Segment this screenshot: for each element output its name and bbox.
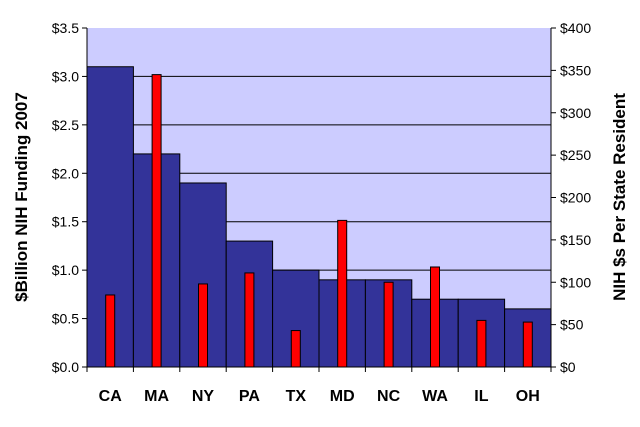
per-resident-bar-md	[337, 219, 348, 368]
per-resident-bar-nc	[383, 281, 394, 368]
right-tick-label: $100	[560, 274, 591, 290]
category-label-tx: TX	[286, 388, 307, 405]
right-tick-label: $50	[560, 317, 584, 333]
category-label-ny: NY	[192, 388, 215, 405]
per-resident-bar-pa	[244, 272, 255, 368]
right-axis-title: NIH $s Per State Resident	[610, 93, 629, 301]
category-labels: CA MA NY PA TX MD NC WA IL OH	[86, 367, 552, 405]
right-tick-label: $350	[560, 62, 591, 78]
right-tick-label: $200	[560, 190, 591, 206]
category-label-il: IL	[474, 388, 488, 405]
left-tick-label: $1.0	[52, 262, 79, 278]
category-label-pa: PA	[239, 388, 260, 405]
per-resident-bar-ny	[198, 283, 208, 368]
per-resident-bar-tx	[290, 330, 301, 368]
left-tick-label: $3.5	[52, 20, 79, 36]
left-tick-label: $2.0	[52, 165, 79, 181]
per-resident-bar-ma	[151, 74, 162, 368]
left-tick-label: $1.5	[52, 214, 79, 230]
category-label-wa: WA	[422, 388, 448, 405]
left-tick-label: $0.0	[52, 359, 79, 375]
category-label-md: MD	[330, 388, 355, 405]
left-axis-ticks: $0.0 $0.5 $1.0 $1.5 $2.0 $2.5 $3.0 $3.5	[52, 20, 87, 375]
right-tick-label: $400	[560, 20, 591, 36]
right-tick-label: $300	[560, 105, 591, 121]
per-resident-bar-wa	[430, 266, 440, 368]
per-resident-bar-ca	[105, 294, 116, 368]
funding-bars	[86, 66, 552, 368]
per-resident-bar-il	[476, 319, 487, 368]
category-label-nc: NC	[377, 388, 401, 405]
right-axis-ticks: $0 $50 $100 $150 $200 $250 $300 $350 $400	[551, 20, 591, 375]
per-resident-bars	[105, 74, 533, 368]
category-label-ma: MA	[144, 388, 169, 405]
left-tick-label: $2.5	[52, 117, 79, 133]
left-tick-label: $3.0	[52, 68, 79, 84]
left-tick-label: $0.5	[52, 311, 79, 327]
right-tick-label: $250	[560, 147, 591, 163]
category-label-ca: CA	[99, 388, 123, 405]
right-tick-label: $150	[560, 232, 591, 248]
per-resident-bar-oh	[522, 321, 533, 368]
left-axis-title: $Billion NIH Funding 2007	[12, 92, 31, 302]
category-label-oh: OH	[516, 388, 540, 405]
right-tick-label: $0	[560, 359, 576, 375]
